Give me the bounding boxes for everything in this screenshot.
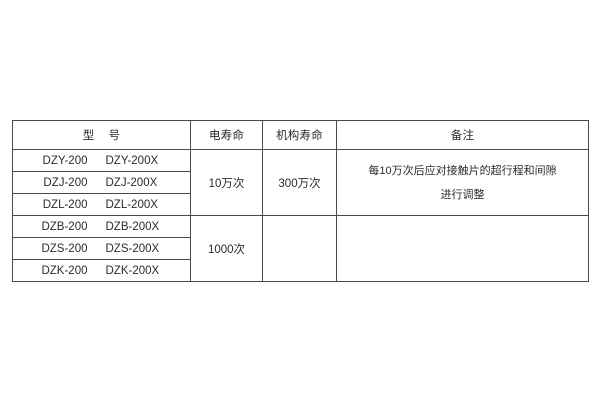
- cell-mechanical-life-group-1: 300万次: [262, 149, 337, 216]
- cell-electrical-life-group-1: 10万次: [190, 149, 263, 216]
- model-pair: DZL-200 DZL-200X: [26, 199, 178, 211]
- model-base: DZL-200: [42, 198, 88, 211]
- column-header-electrical-life: 电寿命: [190, 120, 263, 150]
- cell-electrical-life-group-2: 1000次: [190, 215, 263, 282]
- cell-model-dzb: DZB-200 DZB-200X: [12, 215, 191, 238]
- model-pair: DZY-200 DZY-200X: [26, 155, 178, 167]
- model-pair: DZB-200 DZB-200X: [26, 221, 178, 233]
- model-ext: DZK-200X: [105, 264, 160, 277]
- model-base: DZB-200: [41, 220, 88, 233]
- cell-model-dzk: DZK-200 DZK-200X: [12, 259, 191, 282]
- specification-table-container: 型号 电寿命 机构寿命 备注 DZY-200 DZY-200X 10万次 300万…: [12, 120, 589, 282]
- cell-remarks-group-1: 每10万次后应对接触片的超行程和间隙 进行调整: [336, 149, 589, 216]
- table-row: DZJ-200 DZJ-200X: [12, 171, 589, 194]
- table-row: DZS-200 DZS-200X: [12, 237, 589, 260]
- model-base: DZS-200: [41, 242, 88, 255]
- model-ext: DZB-200X: [105, 220, 160, 233]
- column-header-model: 型号: [12, 120, 191, 150]
- cell-model-dzj: DZJ-200 DZJ-200X: [12, 171, 191, 194]
- cell-model-dzs: DZS-200 DZS-200X: [12, 237, 191, 260]
- table-row: DZB-200 DZB-200X 1000次: [12, 215, 589, 282]
- remarks-line-1: 每10万次后应对接触片的超行程和间隙: [368, 164, 557, 177]
- cell-mechanical-life-group-2: [262, 215, 337, 282]
- model-pair: DZK-200 DZK-200X: [26, 265, 178, 277]
- model-pair: DZJ-200 DZJ-200X: [26, 177, 178, 189]
- model-ext: DZS-200X: [105, 242, 160, 255]
- model-base: DZY-200: [42, 154, 88, 167]
- table-row: DZY-200 DZY-200X 10万次 300万次 每10万次后应对接触片的超…: [12, 149, 589, 216]
- table-header-row: 型号 电寿命 机构寿命 备注: [12, 120, 589, 150]
- table-row: DZL-200 DZL-200X: [12, 193, 589, 216]
- cell-model-dzl: DZL-200 DZL-200X: [12, 193, 191, 216]
- specification-table: 型号 电寿命 机构寿命 备注 DZY-200 DZY-200X 10万次 300万…: [12, 120, 589, 282]
- column-header-remarks: 备注: [336, 120, 589, 150]
- remarks-line-2: 进行调整: [440, 188, 485, 201]
- table-row: DZK-200 DZK-200X: [12, 259, 589, 282]
- model-ext: DZY-200X: [105, 154, 159, 167]
- model-base: DZK-200: [41, 264, 88, 277]
- column-header-model-char-2: 号: [108, 130, 121, 142]
- model-base: DZJ-200: [43, 176, 88, 189]
- column-header-model-char-1: 型: [82, 130, 95, 142]
- column-header-mechanical-life: 机构寿命: [262, 120, 337, 150]
- model-ext: DZL-200X: [105, 198, 158, 211]
- model-pair: DZS-200 DZS-200X: [26, 243, 178, 255]
- model-ext: DZJ-200X: [105, 176, 158, 189]
- cell-model-dzy: DZY-200 DZY-200X: [12, 149, 191, 172]
- cell-remarks-group-2: [336, 215, 589, 282]
